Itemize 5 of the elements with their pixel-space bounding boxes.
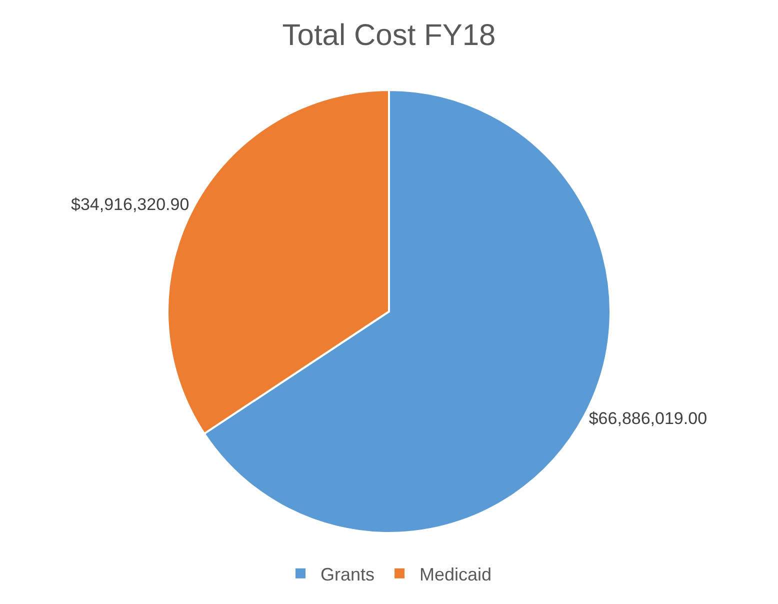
- chart-title: Total Cost FY18: [282, 19, 496, 52]
- legend-label: Medicaid: [420, 564, 492, 584]
- data-label: $34,916,320.90: [70, 194, 190, 214]
- data-label: $66,886,019.00: [588, 409, 708, 428]
- legend-label: Grants: [320, 564, 375, 584]
